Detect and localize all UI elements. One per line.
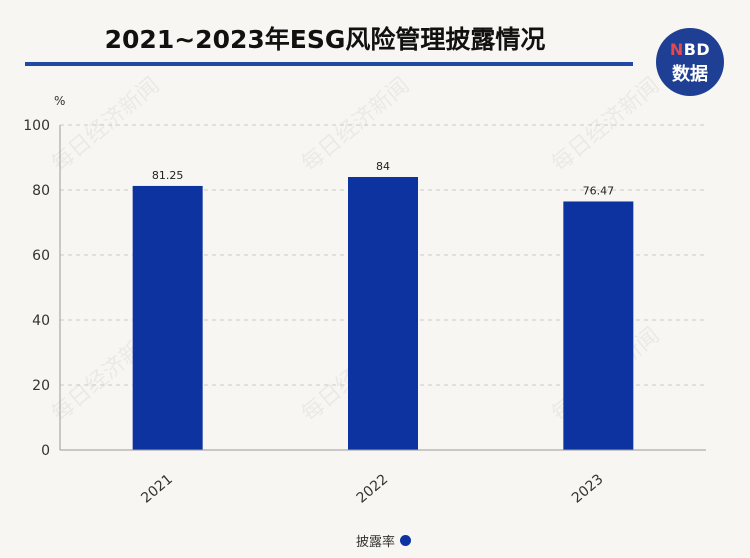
x-tick-label: 2022 [354,471,392,506]
nbd-logo: NBD 数据 [656,28,724,96]
x-tick-labels: 2021 2022 2023 [138,471,606,506]
y-tick-label: 40 [32,313,50,329]
y-tick-label: 20 [32,378,50,394]
bar [348,177,418,450]
x-tick-label: 2021 [138,471,176,506]
watermark-text: 每日经济新闻 [47,73,164,177]
legend-marker [400,535,412,546]
y-tick-label: 60 [32,248,50,264]
y-tick-label: 100 [23,118,50,134]
title-underline [25,62,633,66]
data-label: 76.47 [583,184,615,197]
logo-letter-n: N [669,40,684,59]
logo-text: 数据 [672,64,708,85]
bar [132,185,203,450]
data-label: 84 [376,160,390,173]
y-tick-label: 80 [32,183,50,199]
bar [563,201,634,450]
data-labels: 81.25 84 76.47 [152,160,614,197]
chart-title: 2021~2023年ESG风险管理披露情况 [104,25,546,54]
legend: 披露率 [356,531,412,550]
legend-label: 披露率 [356,535,396,550]
y-axis-unit: % [54,94,66,108]
y-tick-labels: 0 20 40 60 80 100 [23,118,50,459]
bars [132,177,634,450]
data-label: 81.25 [152,169,184,182]
logo-letters-bd: BD [683,40,711,59]
x-tick-label: 2023 [569,471,607,506]
y-tick-label: 0 [41,443,50,459]
